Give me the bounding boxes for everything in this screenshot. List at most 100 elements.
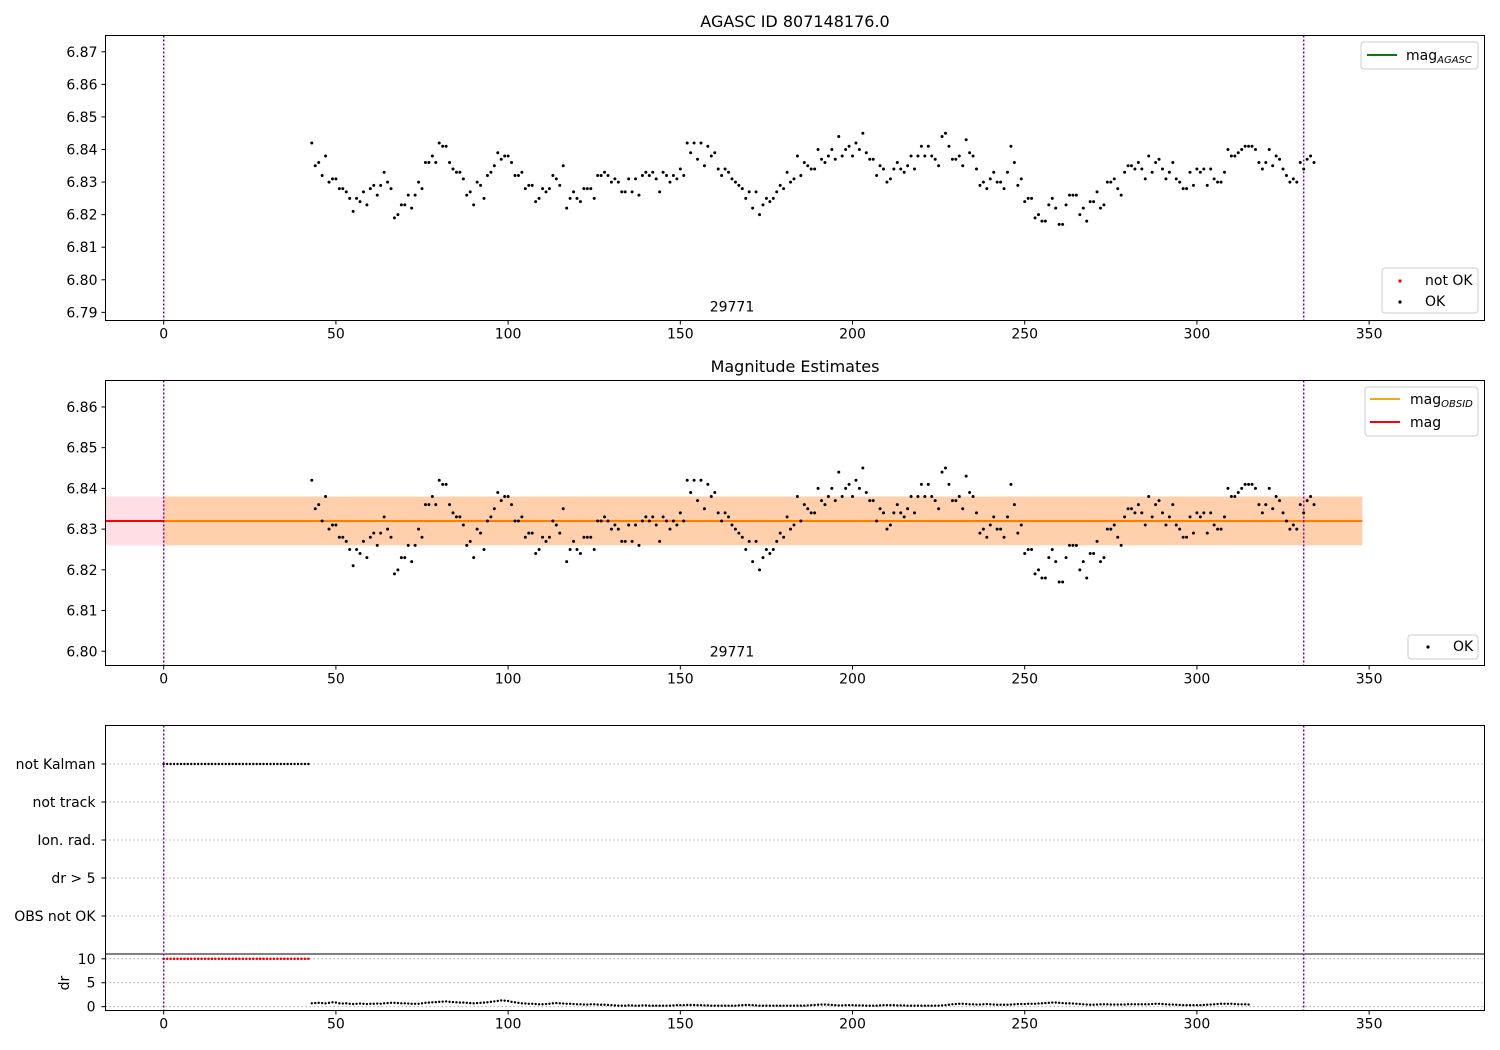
data-point <box>1119 543 1123 547</box>
data-point <box>999 180 1003 184</box>
dr-point-ok <box>889 1004 892 1007</box>
data-point <box>368 187 372 191</box>
dr-point-ok <box>878 1004 882 1007</box>
data-point <box>399 203 403 207</box>
dr-point-ok <box>844 1004 847 1007</box>
data-point <box>1002 187 1006 191</box>
data-point <box>361 190 365 194</box>
dr-point-ok <box>1119 1003 1123 1006</box>
dr-point-ok <box>465 1001 468 1005</box>
data-point <box>837 470 841 474</box>
dr-point-ok <box>1092 1003 1095 1006</box>
data-point <box>792 177 796 181</box>
data-point <box>758 568 762 572</box>
dr-point-ok <box>1116 1003 1119 1006</box>
dr-point-not-ok <box>207 957 210 961</box>
flag-marker <box>276 762 279 766</box>
data-point <box>1098 560 1102 564</box>
data-point <box>451 167 455 171</box>
data-point <box>799 519 803 523</box>
dr-point-ok <box>637 1004 641 1007</box>
data-point <box>534 200 538 204</box>
dr-point-ok <box>989 1003 992 1006</box>
x-tick-label: 350 <box>1356 1017 1383 1033</box>
data-point <box>330 177 334 181</box>
data-point <box>816 148 820 151</box>
dr-point-ok <box>627 1004 630 1007</box>
dr-point-ok <box>531 1002 534 1005</box>
dr-point-not-ok <box>251 957 255 961</box>
dr-point-ok <box>376 1002 379 1005</box>
data-point <box>651 170 655 174</box>
data-point <box>1088 552 1092 556</box>
data-point <box>623 190 627 194</box>
data-point <box>386 527 390 531</box>
dr-point-ok <box>944 1004 947 1007</box>
data-point <box>472 556 476 560</box>
dr-point-ok <box>517 1001 520 1005</box>
x-tick-label: 50 <box>327 327 345 343</box>
data-point <box>386 180 390 184</box>
data-point <box>1140 511 1144 515</box>
dr-point-ok <box>1020 1002 1023 1006</box>
data-point <box>1157 157 1161 161</box>
data-point <box>706 144 710 148</box>
dr-point-ok <box>1175 1003 1178 1006</box>
data-point <box>430 495 434 499</box>
dr-point-ok <box>1233 1002 1237 1006</box>
data-point <box>875 174 879 178</box>
data-point <box>778 531 782 535</box>
data-point <box>406 193 410 197</box>
data-point <box>379 531 383 535</box>
data-point <box>1219 180 1223 184</box>
dr-point-ok <box>634 1004 637 1007</box>
dr-point-ok <box>772 1004 775 1007</box>
data-point <box>1233 154 1237 158</box>
data-point <box>441 144 445 148</box>
flag-marker <box>234 762 238 766</box>
dr-point-ok <box>572 1002 575 1006</box>
data-point <box>609 180 613 184</box>
data-point <box>1067 193 1071 197</box>
data-point <box>916 154 920 158</box>
dr-point-not-ok <box>248 957 252 961</box>
dr-point-ok <box>624 1004 627 1007</box>
data-point <box>1164 177 1168 181</box>
data-point <box>651 515 655 519</box>
dr-point-ok <box>620 1004 623 1007</box>
dr-point-ok <box>1219 1002 1223 1005</box>
data-point <box>771 196 775 200</box>
data-point <box>868 157 872 161</box>
flag-label: OBS not OK <box>14 909 96 925</box>
flag-marker <box>283 762 286 766</box>
dr-point-ok <box>1030 1002 1033 1005</box>
dr-point-ok <box>458 1001 462 1004</box>
dr-point-ok <box>861 1004 865 1007</box>
data-point <box>413 193 417 197</box>
dr-point-not-ok <box>303 957 307 961</box>
x-tick-label: 150 <box>667 1017 694 1033</box>
dr-point-ok <box>813 1003 816 1007</box>
flag-marker <box>196 762 200 766</box>
data-point <box>1164 523 1168 527</box>
dr-point-ok <box>500 999 503 1002</box>
dr-point-not-ok <box>258 957 262 961</box>
data-point <box>885 180 889 184</box>
dr-point-not-ok <box>189 957 193 961</box>
dr-point-ok <box>761 1004 765 1007</box>
data-point <box>399 556 403 560</box>
data-point <box>782 535 786 539</box>
data-point <box>1033 572 1037 576</box>
data-point <box>937 507 941 511</box>
data-point <box>899 511 903 515</box>
data-point <box>1278 499 1282 503</box>
data-point <box>1188 170 1192 174</box>
dr-point-ok <box>906 1004 909 1007</box>
data-point <box>379 183 383 187</box>
data-point <box>871 499 875 503</box>
data-point <box>1222 515 1226 519</box>
data-point <box>654 177 658 181</box>
dr-point-not-ok <box>293 957 296 961</box>
data-point <box>317 503 321 507</box>
dr-point-ok <box>710 1004 713 1007</box>
